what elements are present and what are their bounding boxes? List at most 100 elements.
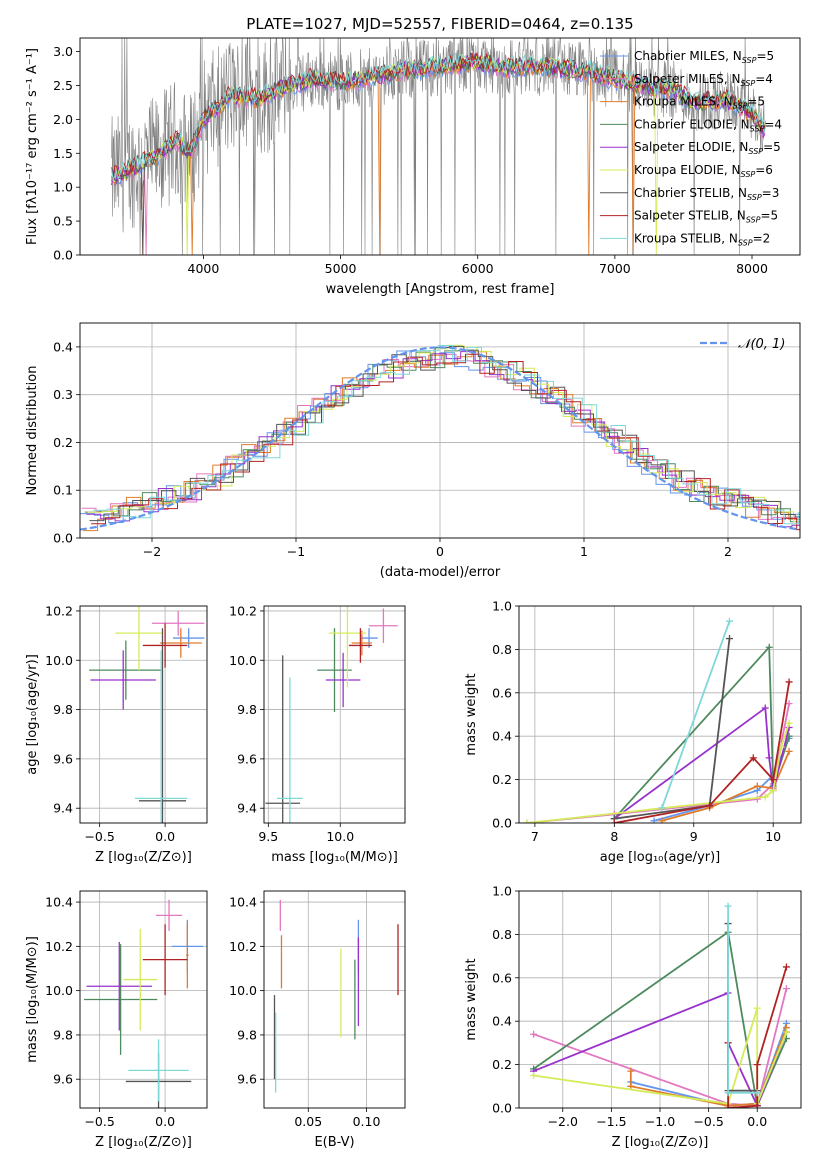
figure-title: PLATE=1027, MJD=52557, FIBERID=0464, z=0…	[246, 15, 633, 33]
x-tick-label: 9.5	[258, 829, 278, 844]
weight-marker-salpeter_stelib	[706, 802, 714, 810]
x-tick-label: −2	[143, 544, 161, 559]
y-tick-label: 1.0	[53, 180, 73, 195]
weight-marker-chabrier_stelib	[726, 635, 734, 643]
weight-marker-kroupa_miles	[753, 782, 761, 790]
axes-frame	[79, 37, 801, 256]
weight-line-chabrier_stelib	[614, 638, 731, 820]
weight-marker-chabrier_elodie	[765, 643, 773, 651]
y-axis-label: age [log₁₀(age/yr)]	[25, 654, 40, 775]
weight-marker-kroupa_elodie	[782, 1028, 790, 1036]
x-tick-label: 7	[531, 829, 539, 844]
x-tick-label: −0.5	[84, 1114, 114, 1129]
y-axis-label: Flux [fλ10⁻¹⁷ erg cm⁻² s⁻¹ A⁻¹]	[25, 48, 40, 245]
y-tick-label: 9.6	[53, 751, 73, 766]
weight-marker-kroupa_stelib	[724, 1089, 732, 1097]
y-axis-label: mass weight	[464, 673, 479, 755]
normal-curve-line	[80, 346, 800, 531]
x-tick-label: 0.0	[155, 829, 175, 844]
y-tick-label: 0.4	[492, 1014, 512, 1029]
y-tick-label: 0.3	[53, 387, 73, 402]
legend-entry: Chabrier ELODIE, NSSP=4	[634, 117, 782, 133]
plot-area-spectrum	[111, 38, 766, 255]
weight-marker-salpeter_stelib	[753, 1102, 761, 1108]
weight-marker-kroupa_miles	[627, 1082, 635, 1090]
y-tick-label: 0.6	[492, 970, 512, 985]
x-axis-label: Z [log₁₀(Z/Z⊙)]	[95, 850, 192, 865]
x-axis-label: E(B-V)	[314, 1135, 354, 1150]
weight-marker-salpeter_stelib	[782, 963, 790, 971]
x-tick-label: 0.10	[353, 1114, 381, 1129]
y-tick-label: 3.0	[53, 44, 73, 59]
weight-marker-kroupa_miles	[658, 817, 666, 823]
weight-marker-kroupa_elodie	[523, 819, 531, 823]
residual-histogram-chabrier_stelib	[89, 345, 800, 522]
weight-line-salpeter_stelib	[614, 681, 790, 823]
weight-line-chabrier_elodie	[533, 930, 788, 1108]
weight-marker-kroupa_stelib	[724, 902, 732, 910]
axes-frame	[518, 890, 802, 1109]
weight-marker-kroupa_elodie	[769, 786, 777, 794]
y-tick-label: 0.6	[492, 685, 512, 700]
plot-area-z_mass	[80, 891, 207, 1108]
legend-entry: Kroupa STELIB, NSSP=2	[634, 231, 770, 247]
axes-frame	[79, 605, 208, 824]
x-tick-label: −1.0	[645, 1114, 675, 1129]
y-tick-label: 0.4	[53, 339, 73, 354]
y-tick-label: 10.4	[45, 895, 73, 910]
y-tick-label: 2.0	[53, 112, 73, 127]
y-tick-label: 0.2	[53, 435, 73, 450]
weight-marker-salpeter_miles	[782, 985, 790, 993]
y-axis-label: Normed distribution	[25, 366, 40, 496]
weight-line-salpeter_miles	[526, 703, 790, 823]
axes-frame	[79, 890, 208, 1109]
x-tick-label: 7000	[599, 261, 631, 276]
y-tick-label: 2.5	[53, 78, 73, 93]
weight-marker-kroupa_elodie	[761, 793, 769, 801]
legend-entry: Chabrier STELIB, NSSP=3	[634, 186, 779, 202]
y-tick-label: 9.8	[237, 1027, 257, 1042]
y-tick-label: 9.4	[53, 801, 73, 816]
weight-marker-salpeter_stelib	[753, 1061, 761, 1069]
weight-marker-kroupa_elodie	[785, 719, 793, 727]
y-tick-label: 0.8	[492, 927, 512, 942]
y-tick-label: 9.8	[53, 1027, 73, 1042]
weight-marker-kroupa_elodie	[753, 1004, 761, 1012]
axes-frame	[263, 605, 406, 824]
x-tick-label: 1	[580, 544, 588, 559]
y-tick-label: 10.2	[229, 603, 257, 618]
x-axis-label: Z [log₁₀(Z/Z⊙)]	[95, 1135, 192, 1150]
x-tick-label: 8000	[736, 261, 768, 276]
weight-marker-salpeter_elodie	[761, 704, 769, 712]
weight-marker-kroupa_stelib	[726, 617, 734, 625]
x-tick-label: 0.0	[747, 1114, 767, 1129]
x-tick-label: −0.5	[84, 829, 114, 844]
x-axis-label: wavelength [Angstrom, rest frame]	[326, 282, 555, 297]
chart-panels: 4000 5000 6000 7000 8000 0.0 0.5 1.0 1.5 2.0 2.5 3.…	[25, 37, 802, 1150]
plot-area-z_weight	[519, 891, 801, 1108]
x-tick-label: 8	[610, 829, 618, 844]
y-tick-label: 9.6	[53, 1072, 73, 1087]
y-tick-label: 10.0	[229, 653, 257, 668]
panel-residuals: −2 −1 0 1 2 0.0 0.1 0.2 0.3 0.4 (data-model)/error…	[25, 322, 801, 580]
x-axis-label: age [log₁₀(age/yr)]	[600, 850, 721, 865]
weight-line-chabrier_stelib	[727, 923, 758, 1092]
legend-entry: Salpeter MILES, NSSP=4	[634, 72, 773, 88]
plot-area-ebv_mass	[264, 891, 405, 1108]
legend-entry: Salpeter STELIB, NSSP=5	[634, 209, 778, 225]
x-tick-label: 0.0	[155, 1114, 175, 1129]
y-tick-label: 0.2	[492, 1057, 512, 1072]
y-tick-label: 1.0	[492, 599, 512, 614]
weight-marker-salpeter_stelib	[610, 819, 618, 823]
y-tick-label: 10.0	[45, 983, 73, 998]
x-tick-label: 0	[436, 544, 444, 559]
weight-marker-salpeter_miles	[785, 700, 793, 708]
residual-histogram-salpeter_stelib	[91, 353, 800, 531]
observed-spectrum-line	[111, 38, 766, 255]
weight-marker-salpeter_stelib	[769, 776, 777, 784]
x-tick-label: 10.0	[326, 829, 354, 844]
y-tick-label: 9.8	[237, 702, 257, 717]
plot-area-age_weight	[519, 606, 801, 823]
weight-marker-kroupa_stelib	[753, 1089, 761, 1097]
